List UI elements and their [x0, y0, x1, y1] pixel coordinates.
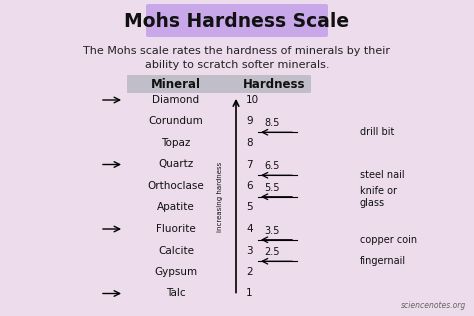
Text: 1: 1 [246, 289, 253, 299]
Text: 5: 5 [246, 203, 253, 212]
Text: Apatite: Apatite [157, 203, 195, 212]
Text: 5.5: 5.5 [264, 183, 280, 193]
Text: 3.5: 3.5 [264, 226, 280, 236]
Text: Mohs Hardness Scale: Mohs Hardness Scale [125, 12, 349, 31]
Text: fingernail: fingernail [360, 256, 406, 266]
Text: Talc: Talc [166, 289, 186, 299]
FancyBboxPatch shape [146, 4, 328, 37]
Text: Fluorite: Fluorite [156, 224, 196, 234]
Text: The Mohs scale rates the hardness of minerals by their
ability to scratch softer: The Mohs scale rates the hardness of min… [83, 46, 391, 70]
Text: 2.5: 2.5 [264, 247, 280, 257]
Text: sciencenotes.org: sciencenotes.org [401, 301, 466, 310]
Text: 2: 2 [246, 267, 253, 277]
Text: knife or
glass: knife or glass [360, 186, 397, 208]
Text: Orthoclase: Orthoclase [147, 181, 204, 191]
Text: 9: 9 [246, 117, 253, 126]
Text: drill bit: drill bit [360, 127, 394, 137]
Text: 6: 6 [246, 181, 253, 191]
Text: 3: 3 [246, 246, 253, 256]
Text: 8.5: 8.5 [264, 118, 280, 128]
Text: increasing hardness: increasing hardness [217, 161, 223, 232]
Text: 4: 4 [246, 224, 253, 234]
Text: 10: 10 [246, 95, 259, 105]
Text: Diamond: Diamond [153, 95, 200, 105]
Text: Quartz: Quartz [158, 160, 193, 169]
FancyBboxPatch shape [127, 75, 311, 93]
Text: 8: 8 [246, 138, 253, 148]
Text: 6.5: 6.5 [264, 161, 280, 171]
Text: Hardness: Hardness [243, 77, 305, 90]
Text: copper coin: copper coin [360, 235, 417, 245]
Text: Topaz: Topaz [161, 138, 191, 148]
Text: steel nail: steel nail [360, 170, 405, 180]
Text: 7: 7 [246, 160, 253, 169]
Text: Gypsum: Gypsum [155, 267, 198, 277]
Text: Mineral: Mineral [151, 77, 201, 90]
Text: Corundum: Corundum [149, 117, 203, 126]
Text: Calcite: Calcite [158, 246, 194, 256]
